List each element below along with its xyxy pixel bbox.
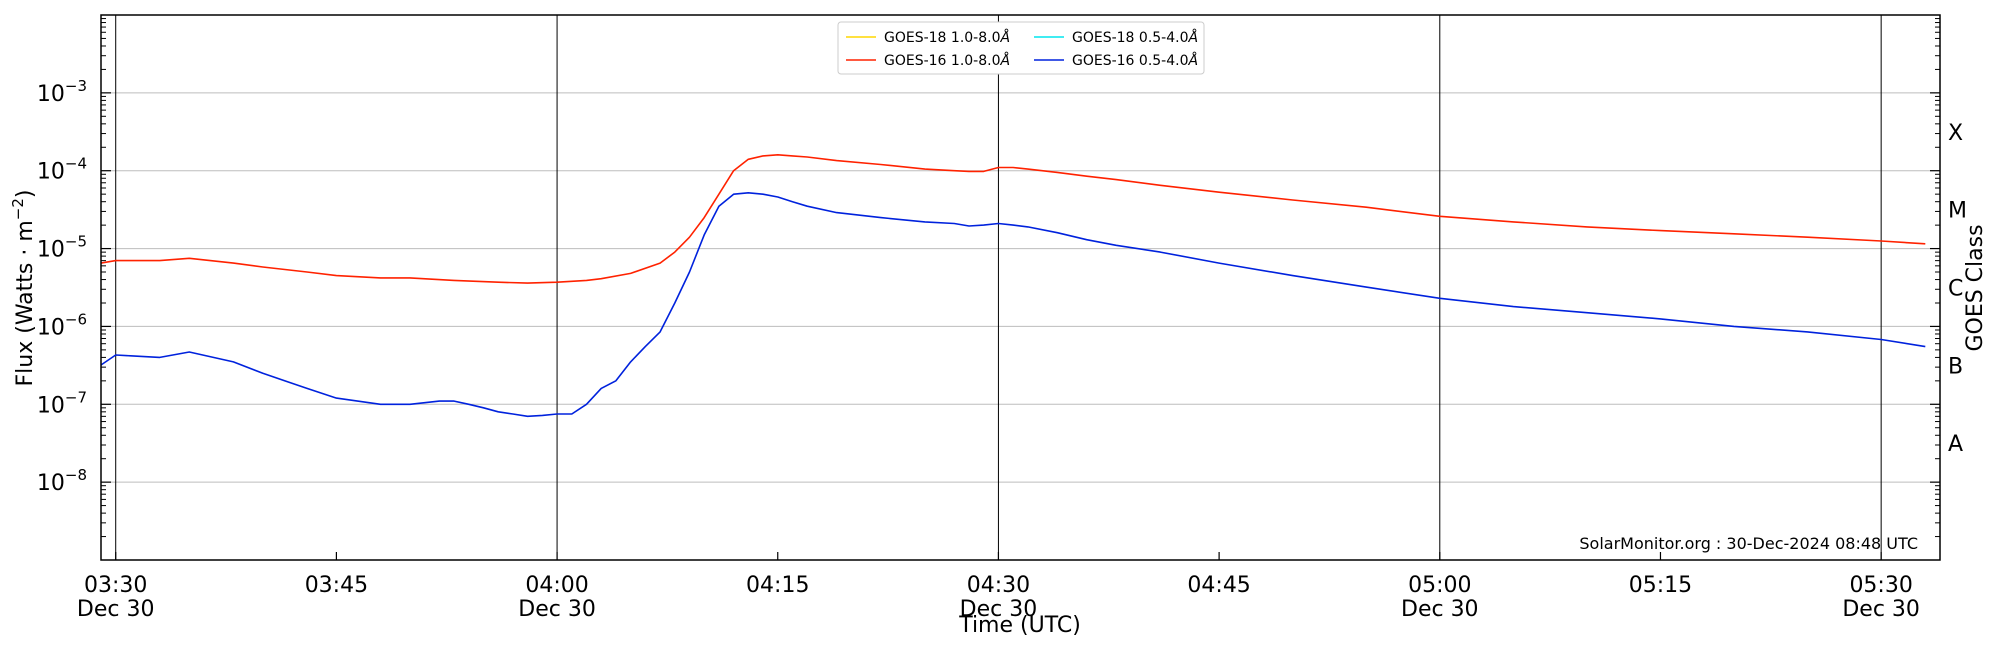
y-tick-label: 10−3 bbox=[37, 77, 87, 107]
y-tick-exponent: −8 bbox=[65, 466, 87, 484]
legend-entry-unit: Å bbox=[1000, 52, 1011, 69]
y-tick-base: 10 bbox=[37, 160, 65, 185]
y-axis-title-sup: −2 bbox=[9, 198, 27, 220]
y-axis-title: Flux (Watts · m−2) bbox=[9, 190, 38, 387]
y-tick-exponent: −3 bbox=[65, 77, 87, 95]
x-tick-label-time: 05:30 bbox=[1849, 573, 1912, 598]
x-tick-label-time: 04:15 bbox=[746, 573, 809, 598]
y-tick-label: 10−5 bbox=[37, 233, 87, 263]
goes-class-label: C bbox=[1948, 277, 1963, 302]
series-layer bbox=[100, 154, 1926, 418]
y-tick-label: 10−6 bbox=[37, 310, 87, 340]
plot-frame bbox=[100, 14, 1941, 561]
grid-layer bbox=[101, 15, 1940, 560]
y-tick-base: 10 bbox=[37, 393, 65, 418]
ticks-layer bbox=[101, 18, 1940, 560]
legend: GOES-18 1.0-8.0Å GOES-16 1.0-8.0Å GOES-18 … bbox=[837, 21, 1205, 75]
y-tick-base: 10 bbox=[37, 315, 65, 340]
x-tick-label-time: 04:00 bbox=[525, 573, 588, 598]
y-tick-exponent: −7 bbox=[65, 388, 87, 406]
y-tick-exponent: −4 bbox=[65, 155, 87, 173]
x-tick-label-time: 03:45 bbox=[305, 573, 368, 598]
legend-entry-unit: Å bbox=[1000, 29, 1011, 46]
x-tick-label-date: Dec 30 bbox=[77, 597, 155, 622]
y-tick-base: 10 bbox=[37, 82, 65, 107]
series-line-2 bbox=[100, 154, 1926, 284]
goes-class-axis-title: GOES Class bbox=[1963, 224, 1988, 351]
x-tick-label-date: Dec 30 bbox=[518, 597, 596, 622]
y-tick-label: 10−4 bbox=[37, 155, 87, 185]
legend-entry-label: GOES-16 0.5-4.0Å bbox=[1072, 52, 1198, 69]
series-line-3 bbox=[100, 192, 1926, 418]
x-tick-label-time: 05:00 bbox=[1408, 573, 1471, 598]
goes-class-label: X bbox=[1948, 121, 1963, 146]
y-tick-base: 10 bbox=[37, 238, 65, 263]
y-tick-exponent: −6 bbox=[65, 310, 87, 328]
x-tick-label-time: 05:15 bbox=[1629, 573, 1692, 598]
x-tick-label-time: 03:30 bbox=[84, 573, 147, 598]
y-tick-base: 10 bbox=[37, 471, 65, 496]
x-tick-label-time: 04:30 bbox=[967, 573, 1030, 598]
x-tick-label-date: Dec 30 bbox=[960, 597, 1038, 622]
legend-entry-label: GOES-18 1.0-8.0Å bbox=[884, 29, 1010, 46]
goes-class-label: M bbox=[1948, 199, 1967, 224]
legend-box bbox=[837, 21, 1205, 75]
goes-class-label: A bbox=[1948, 432, 1963, 457]
x-axis-title: Time (UTC) bbox=[958, 613, 1081, 638]
y-tick-label: 10−8 bbox=[37, 466, 87, 496]
goes-class-label: B bbox=[1948, 354, 1963, 379]
legend-items: GOES-18 1.0-8.0Å GOES-16 1.0-8.0Å GOES-18 … bbox=[846, 29, 1198, 69]
legend-entry-unit: Å bbox=[1188, 52, 1199, 69]
credit-text: SolarMonitor.org : 30-Dec-2024 08:48 UTC bbox=[1579, 534, 1918, 553]
legend-entry-label: GOES-18 0.5-4.0Å bbox=[1072, 29, 1198, 46]
legend-entry-label: GOES-16 1.0-8.0Å bbox=[884, 52, 1010, 69]
x-tick-label-date: Dec 30 bbox=[1842, 597, 1920, 622]
x-tick-label-time: 04:45 bbox=[1187, 573, 1250, 598]
legend-entry-unit: Å bbox=[1188, 29, 1199, 46]
y-tick-exponent: −5 bbox=[65, 233, 87, 251]
y-axis-title-main: Flux (Watts · m bbox=[13, 220, 38, 386]
y-axis-title-close: ) bbox=[13, 190, 38, 199]
x-tick-label-date: Dec 30 bbox=[1401, 597, 1479, 622]
y-tick-label: 10−7 bbox=[37, 388, 87, 418]
